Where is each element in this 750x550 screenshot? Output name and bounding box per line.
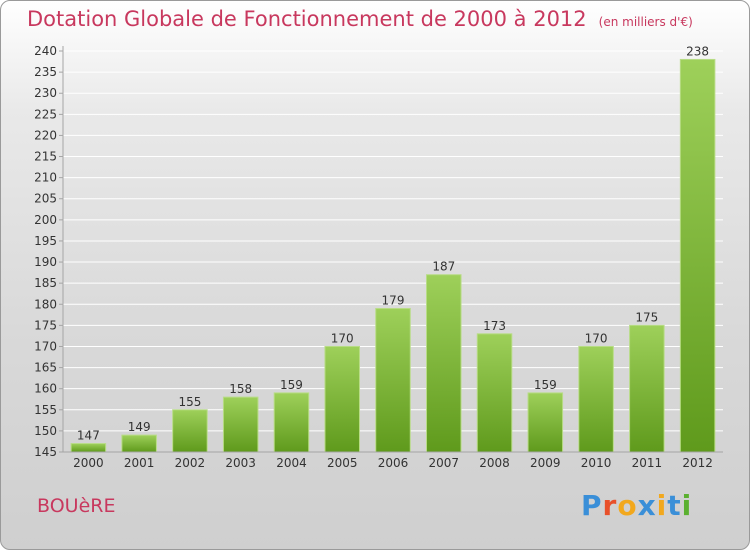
logo-letter: r — [602, 489, 618, 522]
x-tick-label-2005: 2005 — [327, 456, 358, 470]
y-tick-label: 155 — [34, 403, 57, 417]
y-tick-label: 210 — [34, 171, 57, 185]
logo-letter: o — [617, 489, 638, 522]
bar-2010 — [578, 345, 614, 453]
data-label-2004: 159 — [280, 378, 303, 392]
y-tick-label: 215 — [34, 150, 57, 164]
chart-title: Dotation Globale de Fonctionnement de 20… — [27, 7, 693, 31]
x-tick-label-2008: 2008 — [479, 456, 510, 470]
y-tick-label: 190 — [34, 255, 57, 269]
x-tick-label-2004: 2004 — [276, 456, 307, 470]
data-labels: 147 149 155 158 159 170 179 187 173 159 170 175 238 — [77, 44, 709, 442]
y-tick-label: 230 — [34, 86, 57, 100]
x-tick-label-2012: 2012 — [682, 456, 713, 470]
title-unit: (en milliers d'€) — [598, 15, 693, 29]
x-tick-label-2003: 2003 — [225, 456, 256, 470]
x-tick-label-2009: 2009 — [530, 456, 561, 470]
bar-2006 — [375, 307, 411, 453]
y-tick-label: 165 — [34, 361, 57, 375]
data-label-2002: 155 — [178, 395, 201, 409]
bar-2005 — [324, 345, 360, 453]
y-tick-label: 145 — [34, 445, 57, 459]
data-label-2009: 159 — [534, 378, 557, 392]
logo-letter: t — [667, 489, 682, 522]
bar-2003 — [222, 396, 259, 453]
x-tick-label-2001: 2001 — [124, 456, 155, 470]
bar-2012 — [679, 58, 716, 453]
x-tick-label-2010: 2010 — [581, 456, 612, 470]
y-tick-label: 175 — [34, 318, 57, 332]
logo-letter: x — [637, 489, 657, 522]
x-tick-label-2000: 2000 — [73, 456, 104, 470]
data-label-2010: 170 — [585, 331, 608, 345]
y-tick-label: 170 — [34, 339, 57, 353]
x-tick-label-2007: 2007 — [428, 456, 459, 470]
data-label-2012: 238 — [686, 44, 709, 58]
y-tick-label: 240 — [34, 44, 57, 58]
bar-2002 — [172, 409, 208, 453]
bars — [70, 58, 716, 453]
y-tick-label: 200 — [34, 213, 57, 227]
bar-2004 — [273, 392, 310, 453]
title-text: Dotation Globale de Fonctionnement de 20… — [27, 7, 587, 31]
data-label-2000: 147 — [77, 429, 100, 443]
data-label-2005: 170 — [331, 331, 354, 345]
logo-letter: i — [681, 489, 693, 522]
y-tick-label: 205 — [34, 192, 57, 206]
axes: 145 150 155 160 165 170 175 180 185 190 195 200 205 2… — [34, 44, 723, 470]
data-label-2001: 149 — [128, 420, 151, 434]
y-tick-label: 225 — [34, 107, 57, 121]
bar-2009 — [527, 392, 564, 453]
logo-letter: i — [656, 489, 668, 522]
y-tick-label: 185 — [34, 276, 57, 290]
bar-2007 — [426, 274, 462, 453]
logo-letter: P — [581, 489, 603, 522]
commune-name: BOUèRE — [37, 495, 116, 517]
data-label-2011: 175 — [635, 310, 658, 324]
x-tick-label-2006: 2006 — [378, 456, 409, 470]
y-tick-label: 160 — [34, 382, 57, 396]
x-tick-label-2002: 2002 — [175, 456, 206, 470]
bar-2001 — [121, 434, 157, 453]
y-tick-label: 150 — [34, 424, 57, 438]
y-tick-label: 180 — [34, 297, 57, 311]
proxiti-logo: Proxiti — [581, 489, 692, 522]
y-tick-label: 195 — [34, 234, 57, 248]
bar-2011 — [629, 324, 665, 453]
bar-2000 — [70, 443, 107, 453]
y-tick-label: 220 — [34, 128, 57, 142]
data-label-2007: 187 — [432, 260, 455, 274]
y-tick-label: 235 — [34, 65, 57, 79]
x-tick-label-2011: 2011 — [632, 456, 663, 470]
bar-2008 — [476, 333, 513, 453]
data-label-2008: 173 — [483, 319, 506, 333]
data-label-2006: 179 — [382, 293, 405, 307]
data-label-2003: 158 — [229, 382, 252, 396]
